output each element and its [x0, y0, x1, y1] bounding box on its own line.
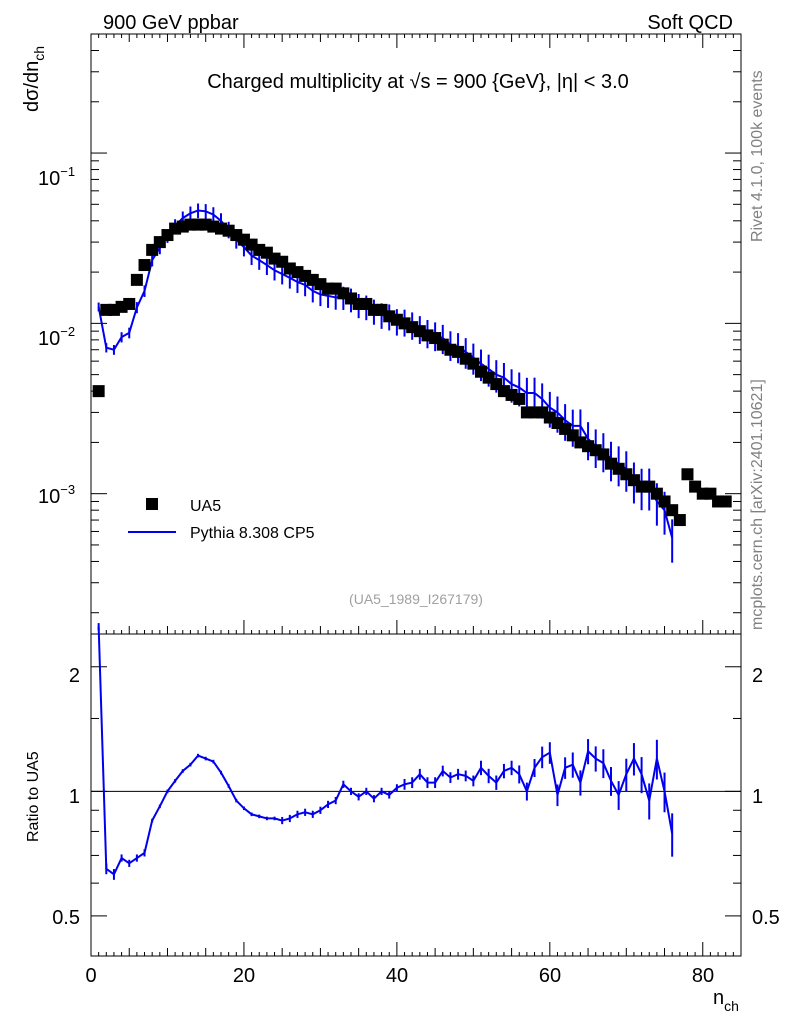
svg-text:dσ/dnch: dσ/dnch — [21, 46, 47, 112]
mc-line — [97, 209, 674, 539]
data-point — [681, 468, 694, 481]
y-tick-label-2: 10−2 — [38, 324, 75, 350]
ratio-tick-label-1-right: 1 — [752, 786, 763, 808]
ratio-series — [97, 623, 674, 880]
data-point — [719, 495, 732, 508]
chart-title: Charged multiplicity at √s = 900 {GeV}, … — [207, 71, 629, 93]
data-point — [138, 259, 151, 272]
x-tick-label-80: 80 — [692, 965, 714, 987]
axis-ticks — [90, 33, 742, 956]
chart-title-sqrt: √ — [410, 71, 421, 93]
data-point — [130, 273, 143, 286]
data-point — [513, 392, 526, 405]
y-tick-label-3: 10−3 — [38, 482, 75, 508]
data-point — [260, 246, 273, 259]
x-axis-label: nch — [713, 987, 739, 1014]
rivet-label: Rivet 4.1.0, 100k events — [749, 70, 766, 242]
ratio-y-axis-label: Ratio to UA5 — [25, 751, 42, 842]
mc-series — [97, 203, 674, 563]
mcplots-label: mcplots.cern.ch [arXiv:2401.10621] — [749, 379, 766, 630]
legend-data-marker — [146, 498, 158, 510]
y-axis-label-sub: ch — [31, 46, 47, 61]
reference-label: (UA5_1989_I267179) — [349, 591, 483, 607]
x-tick-label-0: 0 — [85, 965, 96, 987]
header-right-label: Soft QCD — [647, 12, 733, 34]
ratio-tick-label-05: 0.5 — [52, 907, 80, 929]
ratio-plot-frame — [90, 633, 742, 957]
ratio-tick-label-2-right: 2 — [752, 665, 763, 687]
data-point — [597, 448, 610, 461]
data-point — [673, 514, 686, 527]
ratio-tick-label-2: 2 — [69, 665, 80, 687]
data-point — [666, 504, 679, 517]
legend: UA5 Pythia 8.308 CP5 — [128, 498, 315, 542]
chart-title-post: s = 900 {GeV}, |η| < 3.0 — [420, 71, 628, 93]
y-tick-label-1: 10−1 — [38, 164, 75, 190]
ratio-line — [97, 626, 674, 876]
ratio-tick-label-1: 1 — [69, 786, 80, 808]
chart-title-pre: Charged multiplicity at — [207, 71, 409, 93]
data-series — [92, 218, 732, 527]
data-point — [123, 297, 136, 310]
x-axis-label-main: n — [713, 987, 724, 1009]
ratio-tick-label-05-right: 0.5 — [752, 907, 780, 929]
header-left-label: 900 GeV ppbar — [103, 12, 239, 34]
x-tick-label-20: 20 — [233, 965, 255, 987]
x-tick-label-60: 60 — [539, 965, 561, 987]
x-axis-label-sub: ch — [724, 998, 739, 1014]
data-point — [92, 385, 105, 398]
y-axis-label: dσ/dnch — [21, 46, 47, 112]
legend-mc-label: Pythia 8.308 CP5 — [190, 525, 315, 542]
legend-data-label: UA5 — [190, 498, 221, 515]
y-axis-label-main: dσ/dn — [21, 61, 43, 112]
x-tick-label-40: 40 — [386, 965, 408, 987]
